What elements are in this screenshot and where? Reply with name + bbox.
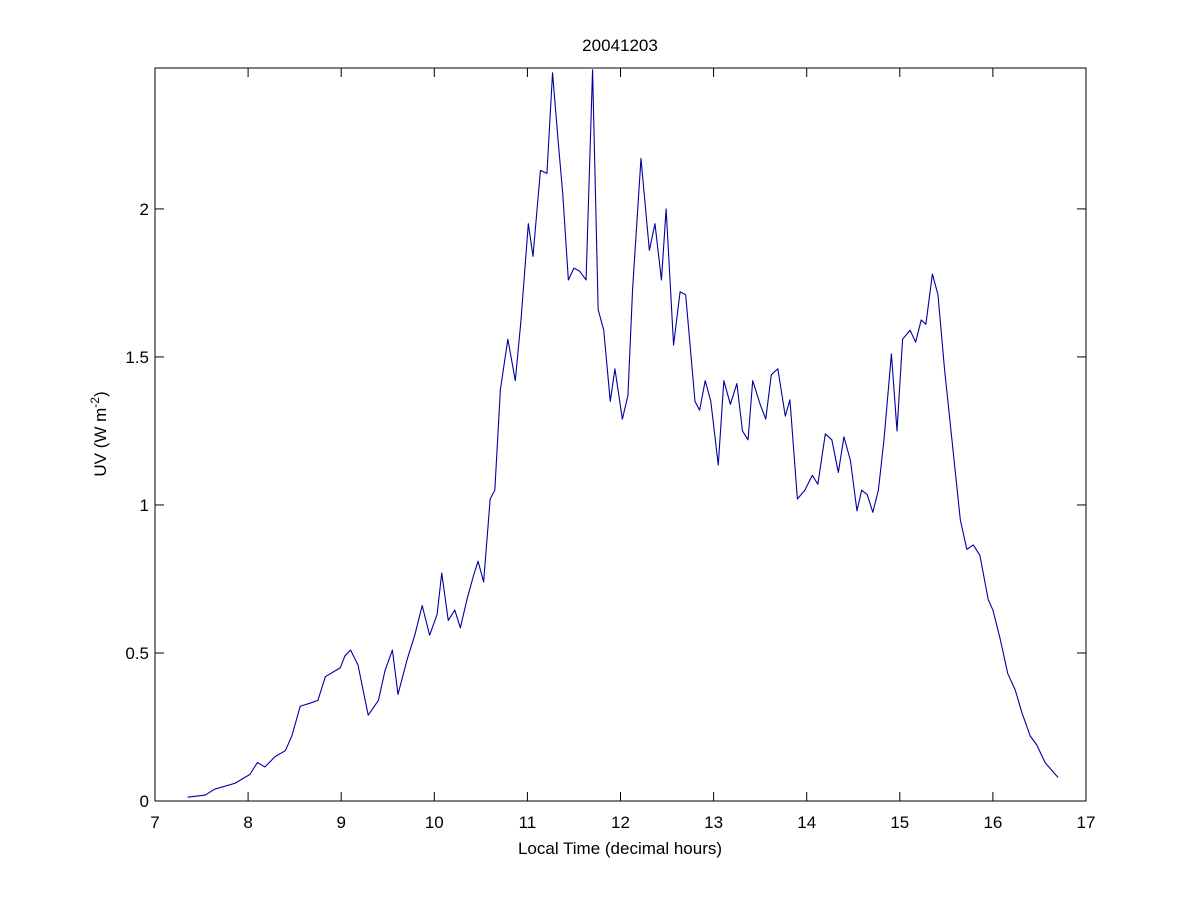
x-axis-label: Local Time (decimal hours): [518, 839, 722, 858]
x-tick-label: 14: [797, 813, 816, 832]
y-axis-label-main: UV (W m: [91, 408, 110, 477]
y-axis-label: UV (W m-2): [88, 391, 110, 476]
chart-title: 20041203: [582, 36, 658, 55]
x-tick-label: 15: [890, 813, 909, 832]
y-tick-label: 1: [140, 496, 149, 515]
y-axis-label-exponent: -2: [88, 397, 102, 408]
x-tick-label: 13: [704, 813, 723, 832]
x-tick-label: 12: [611, 813, 630, 832]
x-tick-label: 16: [983, 813, 1002, 832]
x-tick-label: 17: [1077, 813, 1096, 832]
y-tick-label: 2: [140, 200, 149, 219]
y-tick-label: 1.5: [125, 348, 149, 367]
x-tick-label: 7: [150, 813, 159, 832]
x-tick-label: 11: [519, 813, 537, 832]
x-tick-label: 10: [425, 813, 444, 832]
data-line: [187, 69, 1059, 798]
y-tick-label: 0: [140, 792, 149, 811]
x-tick-label: 9: [336, 813, 345, 832]
y-tick-label: 0.5: [125, 644, 149, 663]
plot-area: [154, 67, 1087, 802]
y-axis-label-end: ): [91, 391, 110, 397]
x-tick-label: 8: [243, 813, 252, 832]
